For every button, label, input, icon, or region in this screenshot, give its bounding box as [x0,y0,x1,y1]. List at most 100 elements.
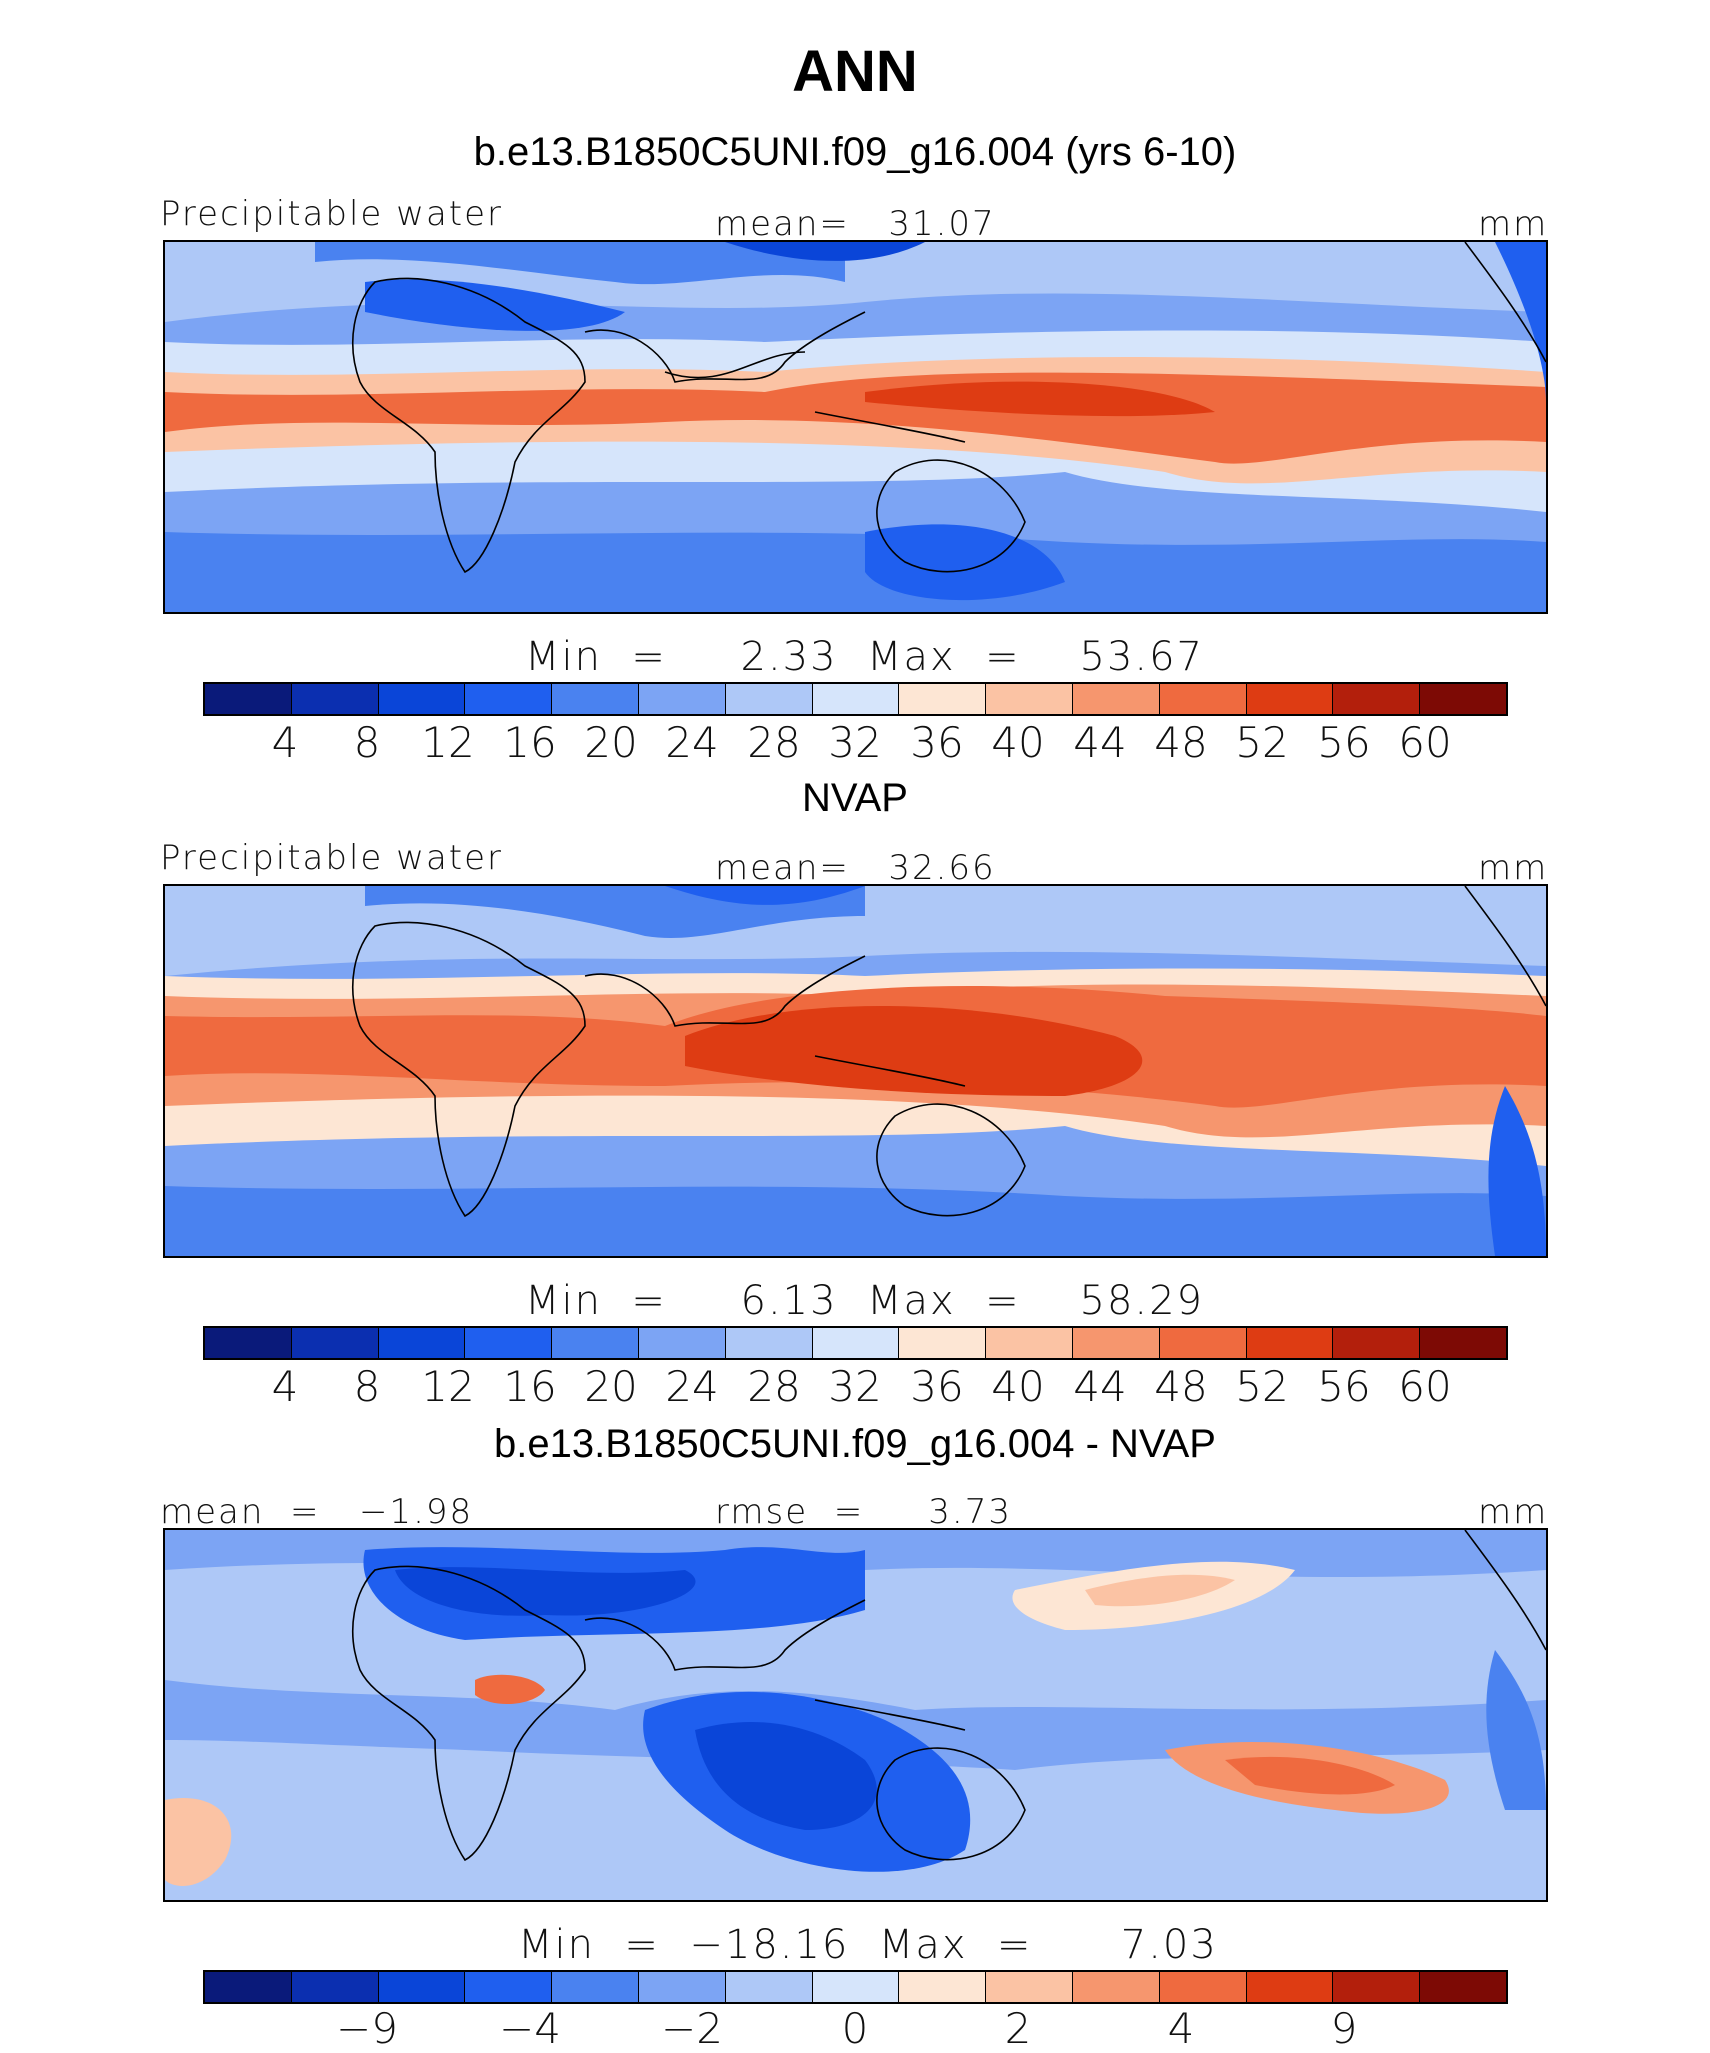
colorbar-swatch [205,684,292,714]
colorbar-swatch [986,1328,1073,1358]
panel-2-heading: NVAP [802,776,908,820]
colorbar-tick: 44 [1073,1362,1127,1411]
panel-2-minmax: Min = 6.13 Max = 58.29 [525,1278,1204,1324]
colorbar-swatch [205,1972,292,2002]
colorbar-swatch [291,684,379,714]
colorbar-tick: 56 [1317,718,1371,767]
panel-2-colorbar-ticks: 4 8 12 16 20 24 28 32 36 40 44 48 52 56 … [0,1362,1710,1412]
colorbar-swatch [465,1972,553,2002]
colorbar-swatch [725,1972,813,2002]
colorbar-tick: 36 [910,718,964,767]
panel-2-mean-label: mean= 32.66 [715,848,996,888]
colorbar-tick: 40 [991,1362,1045,1411]
colorbar-swatch [725,684,813,714]
colorbar-tick: −4 [499,2004,561,2053]
colorbar-tick: 52 [1235,1362,1289,1411]
colorbar-swatch [725,1328,813,1358]
colorbar-swatch [378,1972,466,2002]
colorbar-tick: 32 [828,1362,882,1411]
panel-3-mean-label: mean = −1.98 [160,1492,474,1532]
colorbar-swatch [1246,1972,1334,2002]
colorbar-tick: −9 [336,2004,398,2053]
colorbar-swatch [1333,1328,1421,1358]
colorbar-swatch [1420,1972,1506,2002]
colorbar-tick: 44 [1073,718,1127,767]
colorbar-tick: 9 [1330,2004,1358,2053]
colorbar-swatch [1420,684,1506,714]
colorbar-tick: 12 [421,1362,475,1411]
panel-1-map [163,240,1548,614]
colorbar-swatch [899,1328,987,1358]
colorbar-tick: 20 [584,1362,638,1411]
figure-title: ANN [792,39,918,104]
colorbar-tick: 28 [747,1362,801,1411]
colorbar-tick: 16 [503,1362,557,1411]
colorbar-swatch [465,684,553,714]
colorbar-swatch [552,1328,639,1358]
colorbar-tick: 24 [665,718,719,767]
colorbar-swatch [1246,1328,1334,1358]
colorbar-swatch [638,1972,726,2002]
colorbar-tick: 28 [747,718,801,767]
colorbar-swatch [1159,1972,1247,2002]
panel-3-colorbar-ticks: −9 −4 −2 0 2 4 9 [0,2004,1710,2053]
panel-3-heading: b.e13.B1850C5UNI.f09_g16.004 - NVAP [494,1422,1216,1466]
colorbar-swatch [899,1972,987,2002]
panel-1-units-label: mm [1478,204,1549,244]
panel-3-units-label: mm [1478,1492,1549,1532]
colorbar-tick: 20 [584,718,638,767]
colorbar-swatch [465,1328,553,1358]
colorbar-swatch [899,684,987,714]
colorbar-swatch [378,684,466,714]
colorbar-swatch [552,684,639,714]
colorbar-tick: 56 [1317,1362,1371,1411]
colorbar-tick: 16 [503,718,557,767]
colorbar-swatch [1333,1972,1421,2002]
colorbar-swatch [812,684,900,714]
colorbar-swatch [1159,684,1247,714]
colorbar-tick: 48 [1154,1362,1208,1411]
colorbar-swatch [552,1972,639,2002]
colorbar-tick: 4 [271,718,299,767]
panel-1-colorbar-ticks: 4 8 12 16 20 24 28 32 36 40 44 48 52 56 … [0,718,1710,768]
colorbar-swatch [1072,1972,1160,2002]
panel-2-map [163,884,1548,1258]
colorbar-swatch [638,684,726,714]
colorbar-tick: 2 [1004,2004,1032,2053]
colorbar-swatch [291,1328,379,1358]
colorbar-swatch [1072,1328,1160,1358]
colorbar-swatch [1420,1328,1506,1358]
colorbar-tick: 60 [1398,718,1452,767]
colorbar-tick: 0 [841,2004,869,2053]
colorbar-swatch [1246,684,1334,714]
colorbar-swatch [986,1972,1073,2002]
colorbar-tick: 8 [353,1362,381,1411]
colorbar-tick: 32 [828,718,882,767]
panel-2-units-label: mm [1478,848,1549,888]
colorbar-swatch [205,1328,292,1358]
panel-3-map [163,1528,1548,1902]
panel-1-minmax: Min = 2.33 Max = 53.67 [525,634,1204,680]
panel-3-minmax: Min = −18.16 Max = 7.03 [518,1922,1218,1968]
colorbar-tick: 8 [353,718,381,767]
colorbar-swatch [378,1328,466,1358]
panel-1-heading: b.e13.B1850C5UNI.f09_g16.004 (yrs 6-10) [473,130,1237,174]
colorbar-tick: −2 [661,2004,723,2053]
colorbar-swatch [812,1328,900,1358]
colorbar-swatch [812,1972,900,2002]
colorbar-tick: 48 [1154,718,1208,767]
colorbar-swatch [986,684,1073,714]
colorbar-tick: 36 [910,1362,964,1411]
colorbar-swatch [1333,684,1421,714]
colorbar-swatch [291,1972,379,2002]
panel-1-variable-label: Precipitable water [160,194,504,234]
panel-3-colorbar [203,1970,1508,2004]
colorbar-tick: 12 [421,718,475,767]
colorbar-swatch [638,1328,726,1358]
panel-3-rmse-label: rmse = 3.73 [715,1492,1012,1532]
panel-2-colorbar [203,1326,1508,1360]
colorbar-swatch [1072,684,1160,714]
colorbar-tick: 60 [1398,1362,1452,1411]
colorbar-swatch [1159,1328,1247,1358]
colorbar-tick: 4 [1167,2004,1195,2053]
